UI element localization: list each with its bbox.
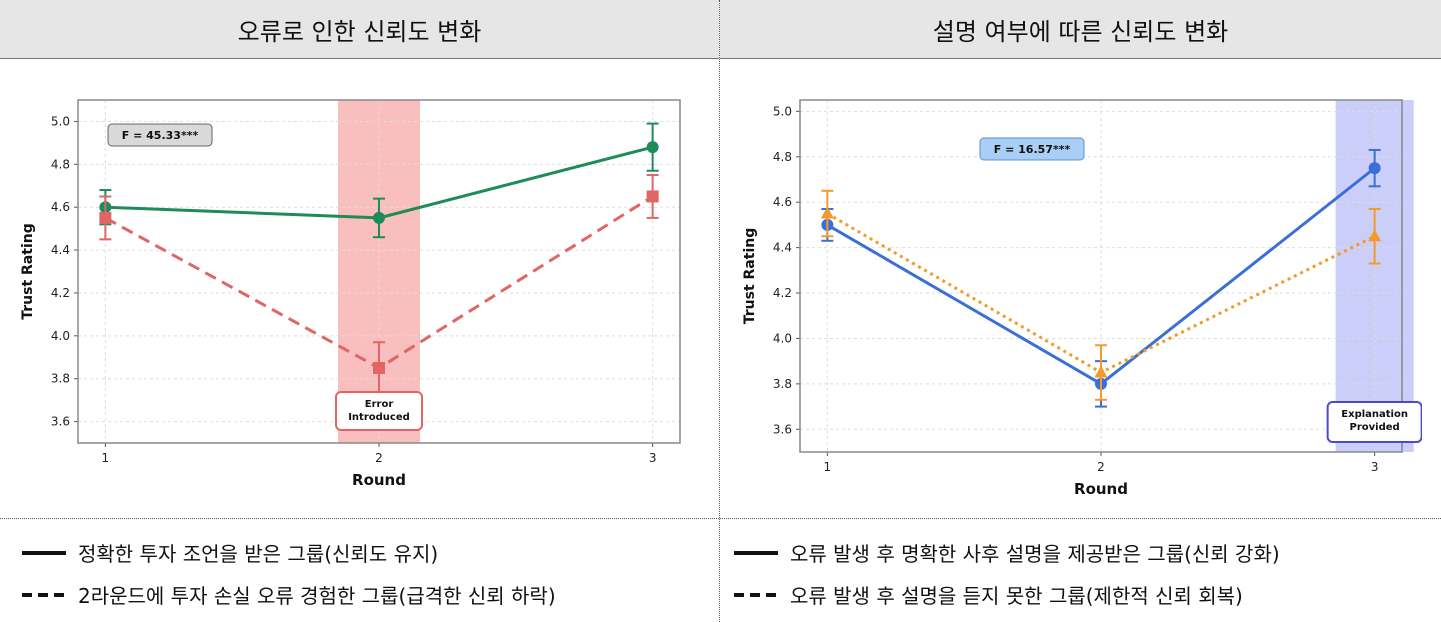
y-tick-label: 3.6 — [773, 422, 792, 436]
y-tick-label: 5.0 — [773, 104, 792, 118]
y-tick-label: 4.4 — [51, 243, 70, 257]
dashed-line-swatch — [734, 592, 778, 597]
right-trust-chart: 3.6 3.8 4.0 4.2 4.4 4.6 4.8 5.0 1 2 3 Round Trust Ra… — [742, 99, 1422, 498]
solid-line-swatch — [22, 550, 66, 555]
y-axis-label: Trust Rating — [20, 223, 36, 320]
y-axis-label: Trust Rating — [742, 228, 758, 325]
panel-divider-vertical — [719, 0, 720, 622]
plot-frame — [799, 99, 1403, 453]
highlight-label-box — [1326, 401, 1422, 443]
left-trust-chart: 3.6 3.8 4.0 4.2 4.4 4.6 4.8 5.0 1 2 3 Round Trust Ra… — [20, 99, 681, 489]
y-tick-label: 3.8 — [773, 377, 792, 391]
x-tick-label: 2 — [1097, 460, 1105, 474]
data-point — [820, 206, 834, 219]
y-tick-label: 3.8 — [51, 372, 70, 386]
solid-line-swatch — [734, 550, 778, 555]
highlight-label-text: Error — [365, 399, 394, 410]
data-point — [646, 190, 659, 203]
y-tick-label: 4.8 — [773, 150, 792, 164]
legend-right-dashed: 오류 발생 후 설명을 듣지 못한 그룹(제한적 신뢰 회복) — [734, 580, 1243, 609]
highlight-label-text: Explanation — [1341, 409, 1408, 420]
y-tick-label: 4.0 — [773, 331, 792, 345]
stat-box — [979, 137, 1085, 161]
y-tick-label: 4.2 — [773, 286, 792, 300]
stat-text: F = 45.33*** — [122, 129, 199, 142]
panel-divider-horizontal — [0, 518, 1441, 519]
stat-box — [107, 123, 213, 147]
x-tick-label: 2 — [375, 451, 383, 465]
stat-text: F = 16.57*** — [994, 143, 1071, 156]
data-point — [1368, 162, 1381, 175]
data-point — [99, 211, 112, 224]
y-tick-label: 5.0 — [51, 114, 70, 128]
x-axis-label: Round — [352, 471, 406, 489]
legend-left-solid-label: 정확한 투자 조언을 받은 그룹(신뢰도 유지) — [78, 542, 439, 566]
right-panel-title: 설명 여부에 따른 신뢰도 변화 — [720, 0, 1441, 59]
legend-left-dashed-label: 2라운드에 투자 손실 오류 경험한 그룹(급격한 신뢰 하락) — [78, 584, 556, 608]
y-tick-label: 4.0 — [51, 329, 70, 343]
data-point — [1368, 229, 1382, 242]
legend-left-solid: 정확한 투자 조언을 받은 그룹(신뢰도 유지) — [22, 538, 438, 567]
legend-left-dashed: 2라운드에 투자 손실 오류 경험한 그룹(급격한 신뢰 하락) — [22, 580, 556, 609]
left-panel-title: 오류로 인한 신뢰도 변화 — [0, 0, 719, 59]
x-tick-label: 3 — [1371, 460, 1379, 474]
y-tick-label: 4.4 — [773, 241, 792, 255]
data-point — [373, 361, 385, 374]
legend-right-solid: 오류 발생 후 명확한 사후 설명을 제공받은 그룹(신뢰 강화) — [734, 538, 1280, 567]
dashed-line-swatch — [22, 592, 66, 597]
y-tick-label: 4.2 — [51, 286, 70, 300]
y-tick-label: 4.6 — [773, 195, 792, 209]
data-point — [646, 141, 659, 154]
plot-frame — [77, 99, 681, 444]
x-tick-label: 1 — [824, 460, 832, 474]
highlight-label-box — [335, 391, 423, 431]
x-axis-label: Round — [1074, 480, 1128, 498]
x-tick-label: 1 — [102, 451, 110, 465]
data-point — [373, 211, 385, 224]
y-tick-label: 3.6 — [51, 415, 70, 429]
highlight-label-text: Provided — [1350, 422, 1400, 433]
legend-right-solid-label: 오류 발생 후 명확한 사후 설명을 제공받은 그룹(신뢰 강화) — [790, 542, 1280, 566]
highlight-label-text: Introduced — [348, 412, 410, 423]
y-tick-label: 4.6 — [51, 200, 70, 214]
data-point — [1094, 365, 1108, 378]
y-tick-label: 4.8 — [51, 157, 70, 171]
x-tick-label: 3 — [649, 451, 657, 465]
legend-right-dashed-label: 오류 발생 후 설명을 듣지 못한 그룹(제한적 신뢰 회복) — [790, 584, 1243, 608]
